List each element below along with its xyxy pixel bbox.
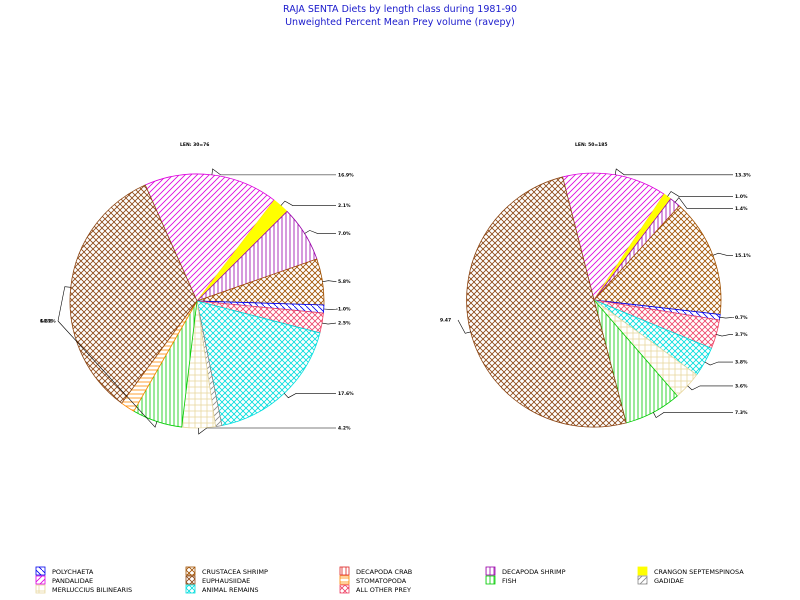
legend-item-euphausiidae: EUPHAUSIIDAE <box>185 575 250 585</box>
legend-swatch-crangon-septemspinosa <box>637 566 648 576</box>
chart-subtitle: Unweighted Percent Mean Prey volume (rav… <box>285 17 515 28</box>
leader-line-merluccius-bilinearis <box>687 385 733 391</box>
leader-line-crustacea-shrimp <box>322 280 337 282</box>
pie-2-label-crustacea-shrimp: 15.1% <box>735 253 751 259</box>
legend-label-fish: FISH <box>502 577 517 585</box>
legend-swatch-crustacea-shrimp <box>185 566 196 576</box>
legend-label-gadidae: GADIDAE <box>654 577 684 585</box>
leader-line-decapoda-shrimp <box>674 197 733 209</box>
legend-item-decapoda-crab: DECAPODA CRAB <box>339 566 412 576</box>
pie-1-label-pandalidae: 16.9% <box>338 172 354 178</box>
pies-layer: LEN: 30=76 16.9% 2.1% 7.0% 5.8% 1.0% 2.5% 17.6%… <box>40 142 751 435</box>
legend-swatch-fish <box>485 575 496 585</box>
pie-1-label-all-other-prey: 2.5% <box>338 321 351 327</box>
leader-line-pandalidae <box>614 168 733 176</box>
pie-2-label-pandalidae: 13.3% <box>735 172 751 178</box>
legend-swatch-gadidae <box>637 575 648 585</box>
pie-2: LEN: 50=185 13.3% 1.0% 1.4% 15.1% 0.7% 3.7% 3.8… <box>440 142 751 428</box>
leader-line-decapoda-shrimp <box>304 230 336 234</box>
legend-label-stomatopoda: STOMATOPODA <box>356 577 407 585</box>
legend-item-decapoda-shrimp: DECAPODA SHRIMP <box>485 566 566 576</box>
legend-item-stomatopoda: STOMATOPODA <box>339 575 407 585</box>
legend-swatch-pandalidae <box>35 575 46 585</box>
legend-item-polychaeta: POLYCHAETA <box>35 566 94 576</box>
legend-item-crangon-septemspinosa: CRANGON SEPTEMSPINOSA <box>637 566 744 576</box>
legend-item-crustacea-shrimp: CRUSTACEA SHRIMP <box>185 566 268 576</box>
pie-1-label-crustacea-shrimp: 5.8% <box>338 279 351 285</box>
legend-swatch-decapoda-shrimp <box>485 566 496 576</box>
legend-item-animal-remains: ANIMAL REMAINS <box>185 584 259 594</box>
pie-2-label-polychaeta: 0.7% <box>735 315 748 321</box>
pie-1-label-merluccius-bilinearis: 4.2% <box>338 425 351 431</box>
legend-swatch-merluccius-bilinearis <box>35 584 46 594</box>
leader-line-crangon-septemspinosa <box>667 191 733 197</box>
legend-item-fish: FISH <box>485 575 517 585</box>
legend-swatch-euphausiidae <box>185 575 196 585</box>
legend-swatch-stomatopoda <box>339 575 350 585</box>
legend-label-animal-remains: ANIMAL REMAINS <box>202 586 259 594</box>
legend-label-pandalidae: PANDALIDAE <box>52 577 93 585</box>
leader-line-pandalidae <box>211 168 336 176</box>
legend-label-decapoda-crab: DECAPODA CRAB <box>356 568 412 576</box>
pie-2-label-all-other-prey: 3.7% <box>735 332 748 338</box>
pie-2-label-crangon-septemspinosa: 1.0% <box>735 194 748 200</box>
legend-label-decapoda-shrimp: DECAPODA SHRIMP <box>502 568 566 576</box>
pie-1-slice-euphausiidae <box>69 184 198 404</box>
pie-1-label-fish: 6.3% <box>40 319 53 325</box>
legend: POLYCHAETA CRUSTACEA SHRIMP DECAPODA CRAB D… <box>35 566 744 594</box>
pie-header-1: LEN: 30=76 <box>180 142 209 148</box>
pie-2-label-animal-remains: 3.8% <box>735 360 748 366</box>
pie-1-label-decapoda-shrimp: 7.0% <box>338 231 351 237</box>
pie-2-label-euphausiidae: 9.47 <box>440 318 451 324</box>
leader-line-euphausiidae <box>457 319 472 334</box>
leader-line-polychaeta <box>719 316 734 319</box>
leader-line-animal-remains <box>704 361 733 366</box>
pie-1-label-crangon-septemspinosa: 2.1% <box>338 203 351 209</box>
legend-label-crangon-septemspinosa: CRANGON SEPTEMSPINOSA <box>654 568 744 576</box>
legend-item-pandalidae: PANDALIDAE <box>35 575 93 585</box>
leader-line-animal-remains <box>283 393 336 399</box>
legend-item-all-other-prey: ALL OTHER PREY <box>339 584 411 594</box>
leader-line-fish <box>57 320 158 428</box>
pie-header-2: LEN: 50=185 <box>575 142 608 148</box>
legend-swatch-polychaeta <box>35 566 46 576</box>
leader-line-fish <box>653 412 733 419</box>
legend-label-polychaeta: POLYCHAETA <box>52 568 94 576</box>
legend-label-all-other-prey: ALL OTHER PREY <box>356 586 411 594</box>
pie-1-label-polychaeta: 1.0% <box>338 307 351 313</box>
legend-label-crustacea-shrimp: CRUSTACEA SHRIMP <box>202 568 268 576</box>
legend-swatch-all-other-prey <box>339 584 350 594</box>
leader-line-all-other-prey <box>716 334 733 337</box>
legend-item-gadidae: GADIDAE <box>637 575 684 585</box>
pie-2-label-fish: 7.3% <box>735 410 748 416</box>
leader-line-euphausiidae <box>57 286 71 322</box>
legend-label-euphausiidae: EUPHAUSIIDAE <box>202 577 250 585</box>
chart-title: RAJA SENTA Diets by length class during … <box>283 4 517 15</box>
pie-1-label-animal-remains: 17.6% <box>338 391 354 397</box>
leader-line-all-other-prey <box>322 322 337 325</box>
pie-1-label-euphausiidae: 14.2% <box>40 319 56 325</box>
pie-2-label-decapoda-shrimp: 1.4% <box>735 206 748 212</box>
pie-2-label-merluccius-bilinearis: 3.6% <box>735 383 748 389</box>
pie-1: LEN: 30=76 16.9% 2.1% 7.0% 5.8% 1.0% 2.5% 17.6%… <box>40 142 354 435</box>
legend-swatch-animal-remains <box>185 584 196 594</box>
leader-line-crustacea-shrimp <box>712 252 733 256</box>
pie-1-slice-pandalidae <box>144 173 275 302</box>
leader-line-crangon-septemspinosa <box>280 200 336 206</box>
legend-label-merluccius-bilinearis: MERLUCCIUS BILINEARIS <box>52 586 132 594</box>
leader-line-merluccius-bilinearis <box>198 427 336 435</box>
legend-item-merluccius-bilinearis: MERLUCCIUS BILINEARIS <box>35 584 132 594</box>
legend-swatch-decapoda-crab <box>339 566 350 576</box>
pie-2-slice-crustacea-shrimp <box>593 205 722 315</box>
